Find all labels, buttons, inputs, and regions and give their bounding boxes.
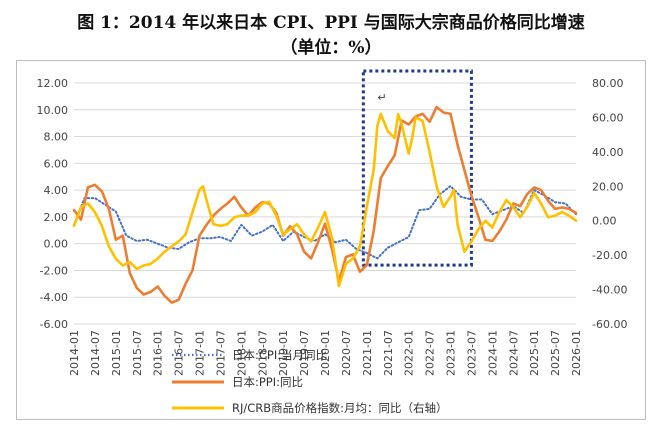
left-tick-label: -4.00 [40,291,68,304]
right-tick-label: 80.00 [592,77,624,90]
legend-label: 日本:CPI:当月同比 [232,348,327,362]
x-tick-label: 2022-07 [424,330,437,376]
legend-label: RJ/CRB商品价格指数:月均：同比（右轴） [232,401,448,415]
left-tick-label: 4.00 [44,184,69,197]
x-tick-label: 2020-01 [319,330,332,376]
x-tick-label: 2022-01 [403,330,416,376]
x-tick-label: 2019-01 [277,330,290,376]
left-tick-label: -6.00 [40,318,68,331]
right-tick-label: -40.00 [592,284,627,297]
x-tick-label: 2023-07 [465,330,478,376]
left-tick-label: 2.00 [44,211,69,224]
x-tick-label: 2014-01 [68,330,81,376]
x-tick-label: 2025-07 [549,330,562,376]
right-tick-label: -20.00 [592,249,627,262]
x-tick-label: 2024-01 [486,330,499,376]
chart-frame [16,60,646,420]
annotation-layer: ↵ [361,69,473,267]
right-tick-label: 40.00 [592,146,624,159]
x-tick-label: 2018-01 [235,330,248,376]
x-tick-label: 2024-07 [507,330,520,376]
series-layer [72,105,578,304]
left-axis-ticks: 12.00 10.00 8.00 6.00 4.00 2.00 0.00 -2.00 -4.00… [37,77,69,331]
left-tick-label: 12.00 [37,77,69,90]
left-tick-label: 8.00 [44,131,69,144]
x-tick-label: 2017-01 [194,330,207,376]
left-tick-label: 10.00 [37,104,69,117]
x-tick-label: 2015-07 [131,330,144,376]
series-line-3 [72,112,578,288]
right-tick-label: 60.00 [592,111,624,124]
x-tick-label: 2019-07 [298,330,311,376]
right-tick-label: 0.00 [592,215,617,228]
chart-title: 图 1：2014 年以来日本 CPI、PPI 与国际大宗商品价格同比增速 [77,13,585,33]
legend-label: 日本:PPI:同比 [232,375,303,389]
series-line-1 [73,185,577,260]
left-tick-label: 0.00 [44,238,69,251]
highlight-box [361,69,473,267]
x-tick-label: 2023-01 [445,330,458,376]
x-tick-label: 2021-01 [361,330,374,376]
grid-lines [74,82,576,325]
left-tick-label: 6.00 [44,157,69,170]
left-tick-label: -2.00 [40,264,68,277]
series-line-2 [72,105,578,304]
x-tick-label: 2018-07 [256,330,269,376]
x-tick-label: 2020-07 [340,330,353,376]
x-tick-label: 2026-01 [570,330,583,376]
x-axis-ticks: 2014-01 2014-07 2015-01 2015-07 2016-01 2016-… [68,330,583,376]
right-tick-label: 20.00 [592,180,624,193]
x-tick-label: 2025-01 [528,330,541,376]
chart-unit: （单位：%） [280,38,382,58]
x-tick-label: 2016-01 [152,330,165,376]
x-tick-label: 2016-07 [173,330,186,376]
right-axis-ticks: 80.00 60.00 40.00 20.00 0.00 -20.00 -40.00 -60.… [592,77,627,331]
x-tick-label: 2014-07 [89,330,102,376]
x-tick-label: 2017-07 [214,330,227,376]
x-tick-label: 2015-01 [110,330,123,376]
return-glyph: ↵ [377,91,386,104]
x-tick-label: 2021-07 [382,330,395,376]
right-tick-label: -60.00 [592,318,627,331]
